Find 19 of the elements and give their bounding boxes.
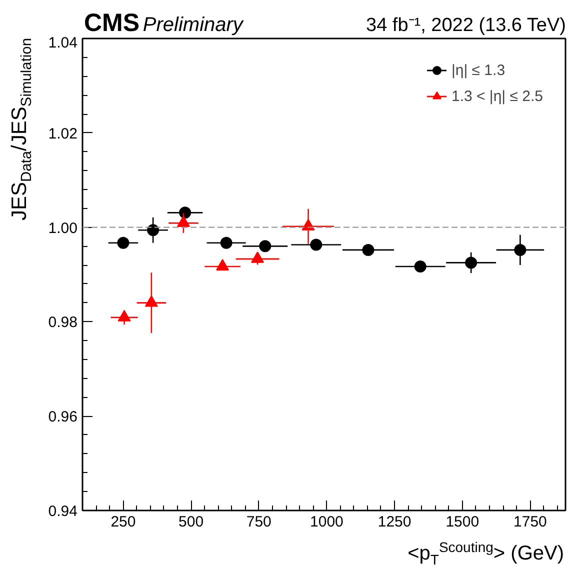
chart-title: CMS [84,9,140,37]
y-tick-label: 1.02 [48,125,78,142]
y-tick-label: 0.96 [48,408,78,426]
x-tick-label: 750 [246,514,272,530]
y-tick-label: 1.00 [48,220,78,237]
x-tick-label: 1500 [446,514,480,530]
text: 34 fb⁻¹, 2022 (13.6 TeV) [366,15,566,36]
x-tick-label: 250 [110,514,136,530]
chart-subtitle: Preliminary [142,14,243,36]
x-axis-title: <p$_{T}$$^{Scouting}$> (GeV) [408,538,564,570]
y-tick-label: 1.04 [48,34,78,52]
x-tick-label: 1250 [378,514,412,530]
y-tick-label: 0.94 [48,503,78,520]
legend-label: |η| ≤ 1.3 [451,62,506,78]
x-tick-label: 1750 [514,514,547,530]
legend-label: 1.3 < |η| ≤ 2.5 [451,88,543,104]
x-tick-label: 500 [178,514,204,530]
y-tick-label: 0.98 [48,314,78,332]
x-tick-label: 1000 [310,514,344,530]
